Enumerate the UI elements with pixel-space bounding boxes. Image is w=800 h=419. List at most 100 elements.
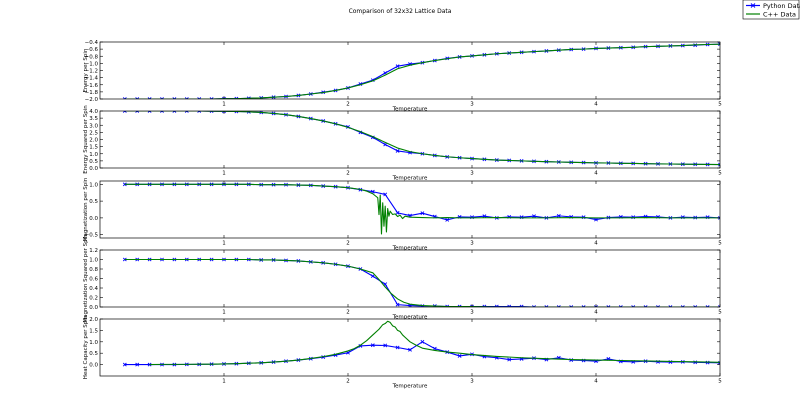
x-tick-label: 3 [470, 102, 474, 108]
subplot-3: 1 2 3 4 5 −0.5 0.0 0.5 1.0 Temperature Magnetizati… [83, 177, 722, 251]
x-tick-label: 5 [718, 241, 722, 247]
data-point [656, 305, 660, 307]
x-axis-title: Temperature [392, 384, 428, 390]
legend-entry-python: Python Data [746, 2, 800, 10]
y-axis-title: Magnetization per Spin [83, 177, 89, 241]
x-tick-label: 1 [222, 310, 226, 316]
data-point [395, 148, 400, 153]
series-python [122, 339, 720, 367]
data-point [209, 97, 214, 99]
data-point [544, 305, 549, 307]
data-point [693, 305, 698, 307]
data-point [184, 111, 189, 113]
x-tick-label: 1 [222, 171, 226, 177]
data-point [147, 111, 152, 113]
x-tick-label: 4 [594, 310, 598, 316]
y-tick-label: 1.0 [89, 182, 98, 188]
y-tick-label: 0.2 [89, 296, 98, 302]
data-point [147, 97, 152, 99]
y-tick-label: 0.5 [89, 199, 98, 205]
x-tick-label: 1 [222, 379, 226, 385]
x-tick-label: 3 [470, 310, 474, 316]
x-tick-label: 2 [346, 310, 350, 316]
data-point [184, 97, 189, 99]
data-point [705, 305, 710, 307]
data-point [135, 362, 140, 367]
y-tick-label: 0.0 [89, 216, 98, 222]
series-line [124, 258, 720, 307]
y-tick-label: −1.6 [85, 83, 99, 89]
x-axis-title: Temperature [392, 315, 428, 321]
x-tick-label: 5 [718, 171, 722, 177]
x-tick-label: 4 [594, 379, 598, 385]
data-point [507, 357, 512, 362]
data-point [370, 274, 375, 279]
legend-marker-python [750, 3, 756, 8]
x-tick-label: 3 [470, 379, 474, 385]
series-cpp [124, 183, 720, 235]
x-tick-label: 5 [718, 310, 722, 316]
data-point [718, 305, 720, 307]
x-tick-label: 4 [594, 171, 598, 177]
y-tick-label: 0.0 [89, 166, 98, 172]
data-point [594, 217, 598, 222]
data-point [408, 347, 412, 352]
axes-frame [99, 249, 721, 308]
x-tick-label: 2 [346, 102, 350, 108]
legend-label-python: Python Data [763, 2, 800, 10]
x-tick-label: 2 [346, 241, 350, 247]
y-tick-label: −0.5 [85, 233, 99, 239]
axes-frame [99, 180, 721, 239]
figure-title: Comparison of 32x32 Lattice Data [349, 8, 452, 15]
data-point [197, 97, 202, 99]
x-tick-label: 4 [594, 102, 598, 108]
y-tick-label: 1.2 [89, 248, 98, 254]
data-point [197, 111, 202, 113]
series-cpp [124, 111, 720, 166]
data-point [383, 343, 388, 348]
data-point [718, 360, 720, 365]
data-point [581, 305, 586, 307]
subplot-4: 1 2 3 4 5 0.0 0.2 0.4 0.6 0.8 1.0 1.2 Temperature Mag… [83, 234, 722, 323]
y-tick-label: 0.5 [89, 351, 98, 357]
data-point [420, 211, 425, 216]
subplot-2: 1 2 3 4 5 0.00.51.01.52.0 2.53.03.54.0 Temperat… [83, 105, 722, 182]
subplot-1: 1 2 3 4 5 −2.0−1.8−1.6−1.4−1.2 −1.0−0.8−0.6−0.… [83, 40, 722, 113]
data-point [556, 213, 561, 218]
y-tick-label: 1.5 [89, 328, 98, 334]
series-python [122, 111, 720, 167]
y-tick-label: 1.0 [89, 152, 98, 158]
axes-frame [99, 41, 721, 100]
y-axis-title: Energy Squared per Spin [83, 105, 89, 174]
series-line [124, 183, 720, 221]
y-tick-label: −1.4 [85, 76, 99, 82]
y-tick-label: 0.6 [89, 277, 98, 283]
data-point [680, 305, 685, 307]
y-axis-title: Energy per Spin [83, 48, 89, 92]
data-point [172, 97, 177, 99]
series-line [124, 183, 720, 235]
data-point [160, 111, 164, 113]
data-point [631, 305, 636, 307]
series-line [124, 111, 720, 166]
data-point [718, 215, 720, 220]
x-tick-label: 1 [222, 102, 226, 108]
series-python [122, 42, 720, 99]
subplot-5: 1 2 3 4 5 0.0 0.5 1.0 1.5 2.0 Temperature Heat Capa… [83, 315, 722, 389]
y-axis-title: Magnetization Squared per Spin [83, 234, 89, 323]
data-point [172, 111, 177, 113]
y-tick-label: 3.5 [89, 116, 98, 122]
series-cpp [124, 258, 720, 307]
axes-frame [99, 110, 721, 169]
subplot-stack: 1 2 3 4 5−2.0−1.8−1.6−1.4−1.2−1.0−0.8−0.6−0.… [83, 40, 722, 390]
data-point [395, 210, 400, 215]
data-point [395, 64, 400, 69]
y-tick-label: 1.5 [89, 145, 98, 151]
x-tick-label: 2 [346, 379, 350, 385]
y-tick-label: −1.8 [85, 90, 99, 96]
data-point [532, 305, 536, 307]
data-point [420, 339, 425, 344]
y-tick-label: −2.0 [85, 97, 99, 103]
x-tick-label: 2 [346, 171, 350, 177]
